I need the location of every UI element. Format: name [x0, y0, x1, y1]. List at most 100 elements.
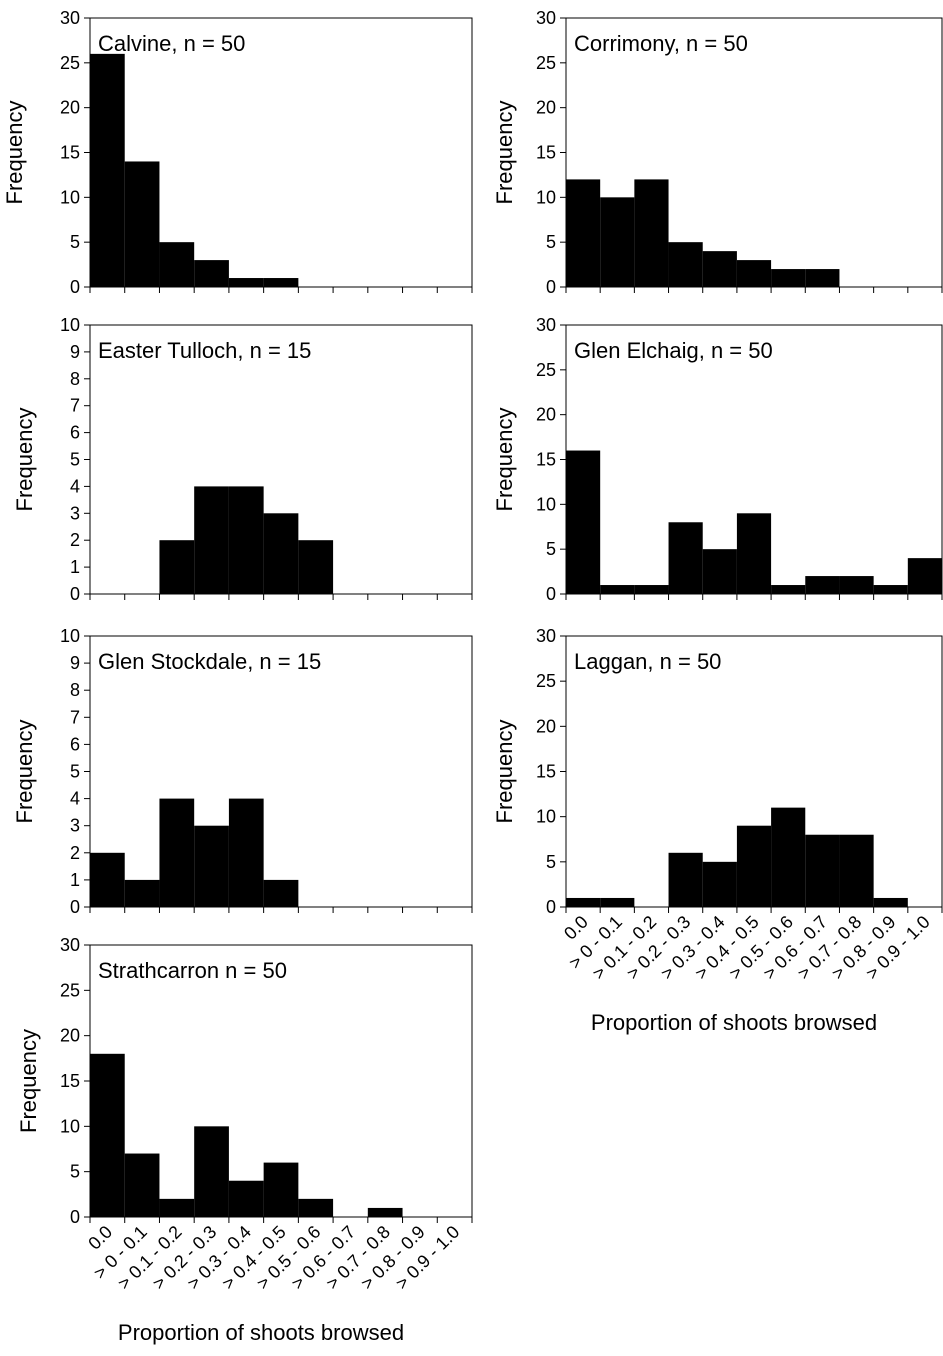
bar	[668, 852, 703, 907]
panel-title: Laggan, n = 50	[574, 649, 721, 674]
y-tick-label: 15	[60, 1071, 80, 1091]
y-tick-label: 0	[546, 584, 556, 604]
y-tick-label: 15	[536, 762, 556, 782]
bar	[736, 260, 772, 287]
bar	[159, 1198, 195, 1217]
bar	[124, 1153, 160, 1217]
bar	[805, 576, 840, 594]
y-tick-label: 0	[546, 277, 556, 297]
y-tick-label: 10	[536, 807, 556, 827]
bar	[736, 825, 772, 907]
bar	[194, 260, 229, 287]
y-tick-label: 3	[70, 816, 80, 836]
y-tick-label: 0	[70, 897, 80, 917]
y-tick-label: 9	[70, 342, 80, 362]
panel-title: Glen Stockdale, n = 15	[98, 649, 321, 674]
y-tick-label: 2	[70, 843, 80, 863]
panel-title: Calvine, n = 50	[98, 31, 245, 56]
bar	[702, 861, 737, 907]
bar	[194, 486, 229, 594]
panel-title: Strathcarron n = 50	[98, 958, 287, 983]
bar	[263, 278, 299, 287]
y-tick-label: 15	[60, 143, 80, 163]
y-tick-label: 1	[70, 557, 80, 577]
bar	[228, 1180, 264, 1217]
y-tick-label: 7	[70, 707, 80, 727]
panel-title: Easter Tulloch, n = 15	[98, 338, 311, 363]
y-tick-label: 10	[536, 494, 556, 514]
bar	[805, 834, 840, 907]
bar	[907, 558, 942, 594]
bar	[566, 179, 601, 287]
bar	[159, 798, 195, 907]
x-axis-label: Proportion of shoots browsed	[118, 1320, 404, 1345]
y-tick-label: 20	[536, 716, 556, 736]
y-tick-label: 10	[60, 1116, 80, 1136]
panel-title: Corrimony, n = 50	[574, 31, 748, 56]
bar	[600, 897, 635, 907]
y-tick-label: 25	[536, 53, 556, 73]
y-tick-label: 25	[60, 980, 80, 1000]
bar	[124, 879, 160, 907]
y-axis-label: Frequency	[12, 408, 37, 512]
y-tick-label: 2	[70, 530, 80, 550]
bar	[90, 53, 125, 287]
y-tick-label: 7	[70, 396, 80, 416]
bar	[600, 197, 635, 287]
bar	[124, 161, 160, 287]
y-tick-label: 30	[536, 8, 556, 28]
y-tick-label: 30	[536, 626, 556, 646]
bar	[736, 513, 772, 594]
y-tick-label: 8	[70, 680, 80, 700]
bar	[228, 486, 264, 594]
y-tick-label: 9	[70, 653, 80, 673]
bar	[566, 897, 601, 907]
bar	[634, 179, 669, 287]
bar	[668, 242, 703, 287]
x-axis-label: Proportion of shoots browsed	[591, 1010, 877, 1035]
bar	[634, 585, 669, 594]
bar	[159, 540, 195, 594]
y-axis-label: Frequency	[492, 408, 517, 512]
y-axis-label: Frequency	[12, 720, 37, 824]
y-tick-label: 5	[70, 450, 80, 470]
y-tick-label: 30	[536, 315, 556, 335]
panel-title: Glen Elchaig, n = 50	[574, 338, 773, 363]
y-tick-label: 10	[60, 626, 80, 646]
y-tick-label: 0	[546, 897, 556, 917]
bar	[839, 834, 874, 907]
y-axis-label: Frequency	[492, 101, 517, 205]
y-tick-label: 0	[70, 1207, 80, 1227]
y-axis-label: Frequency	[2, 101, 27, 205]
y-tick-label: 5	[70, 232, 80, 252]
bar	[771, 585, 806, 594]
y-tick-label: 25	[536, 671, 556, 691]
y-tick-label: 15	[536, 143, 556, 163]
y-tick-label: 20	[536, 405, 556, 425]
y-tick-label: 1	[70, 870, 80, 890]
bar	[839, 576, 874, 594]
bar	[228, 278, 264, 287]
y-tick-label: 30	[60, 8, 80, 28]
plot-frame	[89, 635, 473, 908]
y-tick-label: 20	[60, 98, 80, 118]
bar	[263, 1162, 299, 1217]
bar	[805, 269, 840, 287]
y-tick-label: 5	[546, 539, 556, 559]
bar	[228, 798, 264, 907]
y-tick-label: 3	[70, 503, 80, 523]
y-tick-label: 6	[70, 423, 80, 443]
bar	[771, 269, 806, 287]
bar	[263, 513, 299, 594]
y-tick-label: 4	[70, 789, 80, 809]
y-tick-label: 6	[70, 734, 80, 754]
y-tick-label: 5	[70, 762, 80, 782]
y-tick-label: 5	[70, 1162, 80, 1182]
bar	[194, 1126, 229, 1217]
bar	[194, 825, 229, 907]
bar	[367, 1207, 403, 1217]
bar	[159, 242, 195, 287]
y-tick-label: 0	[70, 277, 80, 297]
y-tick-label: 20	[536, 98, 556, 118]
